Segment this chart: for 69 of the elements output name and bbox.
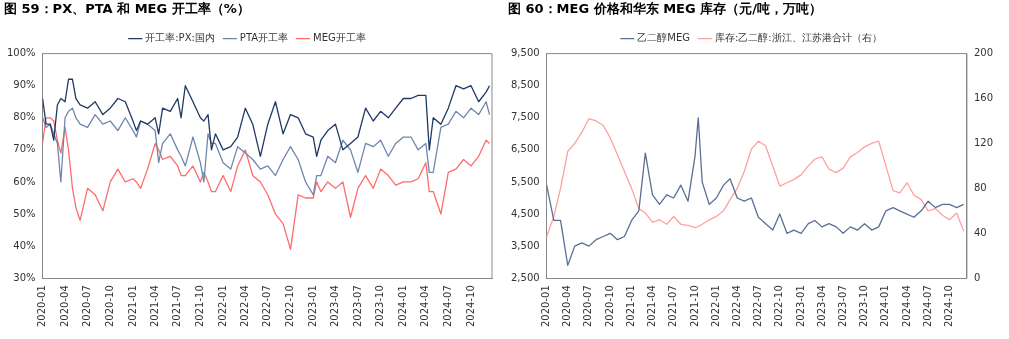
y-tick-label: 30% [13,271,36,283]
y-tick-label: 8,500 [510,79,540,91]
y-tick-label: 4,500 [510,207,540,219]
x-tick-label: 2021-04 [646,285,658,328]
x-tick-label: 2021-10 [193,285,205,328]
x-tick-label: 2022-07 [261,285,273,328]
y2-tick-label: 200 [973,47,994,59]
x-tick-label: 2024-10 [464,285,476,328]
x-tick-label: 2020-01 [540,285,552,328]
y2-tick-label: 80 [973,181,987,193]
y2-tick-label: 160 [973,92,994,104]
y-tick-label: 7,500 [510,111,540,123]
y-tick-label: 80% [13,111,36,123]
y2-tick-label: 40 [973,226,987,238]
x-tick-label: 2022-07 [751,285,763,328]
legend-label: 库存:乙二醇:浙江、江苏港合计（右） [714,32,882,44]
x-tick-label: 2020-01 [36,285,48,328]
x-tick-label: 2024-01 [879,285,891,328]
y-tick-label: 6,500 [510,143,540,155]
x-tick-label: 2023-10 [858,285,870,328]
x-tick-label: 2024-04 [900,285,912,328]
x-tick-label: 2021-10 [688,285,700,328]
x-tick-label: 2020-10 [103,285,115,328]
legend-label: MEG开工率 [313,32,366,44]
legend-label: 乙二醇MEG [637,32,690,44]
y-tick-label: 90% [13,79,36,91]
y-tick-label: 100% [7,47,36,59]
x-tick-label: 2023-07 [836,285,848,328]
chart-title: 图 60：MEG 价格和华东 MEG 库存（元/吨，万吨） [508,1,822,17]
x-tick-label: 2020-04 [561,285,573,328]
x-tick-label: 2023-04 [329,285,341,328]
x-tick-label: 2024-01 [396,285,408,328]
x-tick-label: 2023-01 [794,285,806,328]
x-tick-label: 2020-07 [81,285,93,328]
y-tick-label: 3,500 [510,239,540,251]
legend-label: 开工率:PX:国内 [145,32,215,44]
y-tick-label: 50% [13,207,36,219]
x-tick-label: 2020-10 [603,285,615,328]
x-tick-label: 2024-07 [441,285,453,328]
x-tick-label: 2021-01 [625,285,637,328]
legend-label: PTA开工率 [239,32,289,44]
x-tick-label: 2023-07 [351,285,363,328]
y2-tick-label: 120 [973,137,994,149]
chart-title: 图 59：PX、PTA 和 MEG 开工率（%） [4,1,250,17]
y2-tick-label: 0 [973,271,981,283]
x-tick-label: 2022-10 [773,285,785,328]
x-tick-label: 2024-10 [943,285,955,328]
x-tick-label: 2021-07 [667,285,679,328]
x-tick-label: 2021-01 [126,285,138,328]
x-tick-label: 2022-01 [709,285,721,328]
y-tick-label: 60% [13,175,36,187]
x-tick-label: 2022-04 [238,285,250,328]
x-tick-label: 2020-07 [582,285,594,328]
y-tick-label: 70% [13,143,36,155]
x-tick-label: 2023-10 [374,285,386,328]
x-tick-label: 2020-04 [58,285,70,328]
y-tick-label: 9,500 [510,47,540,59]
x-tick-label: 2023-01 [306,285,318,328]
y-tick-label: 2,500 [510,271,540,283]
y-tick-label: 5,500 [510,175,540,187]
x-tick-label: 2022-10 [284,285,296,328]
y-tick-label: 40% [13,239,36,251]
x-tick-label: 2024-04 [419,285,431,328]
x-tick-label: 2022-04 [730,285,742,328]
x-tick-label: 2022-01 [216,285,228,328]
x-tick-label: 2021-07 [171,285,183,328]
x-tick-label: 2021-04 [148,285,160,328]
x-tick-label: 2024-07 [921,285,933,328]
x-tick-label: 2023-04 [815,285,827,328]
